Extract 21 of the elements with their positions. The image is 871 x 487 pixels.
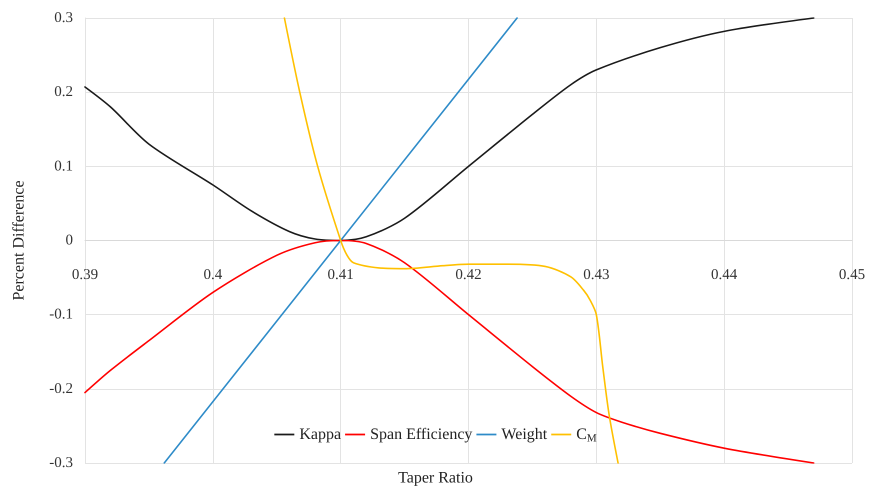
x-tick-label: 0.45 bbox=[838, 267, 866, 283]
line-series bbox=[84, 17, 814, 242]
x-tick-label: 0.41 bbox=[328, 267, 354, 283]
y-tick-label: -0.1 bbox=[49, 306, 73, 323]
x-tick-label: 0.4 bbox=[203, 267, 223, 283]
y-axis-title: Percent Difference bbox=[10, 180, 28, 301]
y-tick-label: 0.2 bbox=[54, 84, 73, 100]
x-tick-label: 0.39 bbox=[72, 267, 98, 283]
x-tick-label: 0.44 bbox=[711, 267, 738, 283]
y-tick-label: -0.3 bbox=[49, 455, 73, 471]
legend-label: Kappa bbox=[299, 426, 342, 443]
x-tick-label: 0.43 bbox=[583, 267, 610, 283]
line-series bbox=[284, 17, 619, 464]
legend-label: Span Efficiency bbox=[370, 426, 472, 443]
x-axis-title: Taper Ratio bbox=[398, 470, 473, 486]
y-tick-label: 0.3 bbox=[54, 10, 73, 26]
y-tick-label: 0 bbox=[66, 232, 73, 248]
legend-label: Weight bbox=[501, 426, 548, 443]
x-tick-label: 0.42 bbox=[455, 267, 482, 283]
y-tick-label: -0.2 bbox=[49, 380, 73, 397]
y-tick-label: 0.1 bbox=[54, 158, 73, 174]
